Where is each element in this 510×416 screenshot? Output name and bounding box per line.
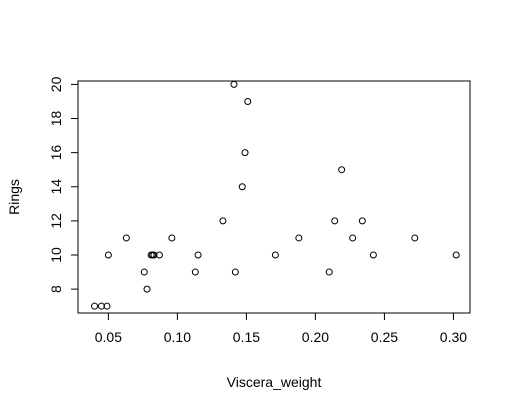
y-axis: 8 10 12 14 16 18 20 <box>48 76 79 293</box>
data-point <box>168 234 176 242</box>
y-axis-label: Rings <box>6 179 22 215</box>
x-tick-label: 0.20 <box>302 329 329 345</box>
data-point <box>155 251 163 259</box>
x-tick-label: 0.25 <box>371 329 398 345</box>
x-tick-label: 0.10 <box>164 329 191 345</box>
data-point <box>231 268 239 276</box>
data-point <box>358 217 366 225</box>
data-point <box>241 149 249 157</box>
x-tick-label: 0.30 <box>440 329 467 345</box>
data-point <box>143 285 151 293</box>
y-tick-label: 18 <box>48 111 64 127</box>
data-point <box>140 268 148 276</box>
data-point <box>369 251 377 259</box>
data-point <box>349 234 357 242</box>
data-point <box>219 217 227 225</box>
data-point <box>191 268 199 276</box>
data-points <box>91 80 460 310</box>
data-point <box>325 268 333 276</box>
data-point <box>91 302 99 310</box>
data-point <box>194 251 202 259</box>
data-point <box>104 251 112 259</box>
data-point <box>331 217 339 225</box>
y-tick-label: 16 <box>48 145 64 161</box>
data-point <box>295 234 303 242</box>
x-tick-label: 0.15 <box>233 329 260 345</box>
data-point <box>103 302 111 310</box>
data-point <box>230 80 238 88</box>
x-axis: 0.05 0.10 0.15 0.20 0.25 0.30 <box>95 312 467 345</box>
data-point <box>271 251 279 259</box>
data-point <box>452 251 460 259</box>
data-point <box>238 183 246 191</box>
y-tick-label: 10 <box>48 247 64 263</box>
data-point <box>411 234 419 242</box>
data-point <box>244 97 252 105</box>
x-axis-label: Viscera_weight <box>227 374 322 390</box>
y-tick-label: 14 <box>48 179 64 195</box>
y-tick-label: 20 <box>48 76 64 92</box>
y-tick-label: 12 <box>48 213 64 229</box>
data-point <box>122 234 130 242</box>
data-point <box>338 166 346 174</box>
x-tick-label: 0.05 <box>95 329 122 345</box>
y-tick-label: 8 <box>48 285 64 293</box>
